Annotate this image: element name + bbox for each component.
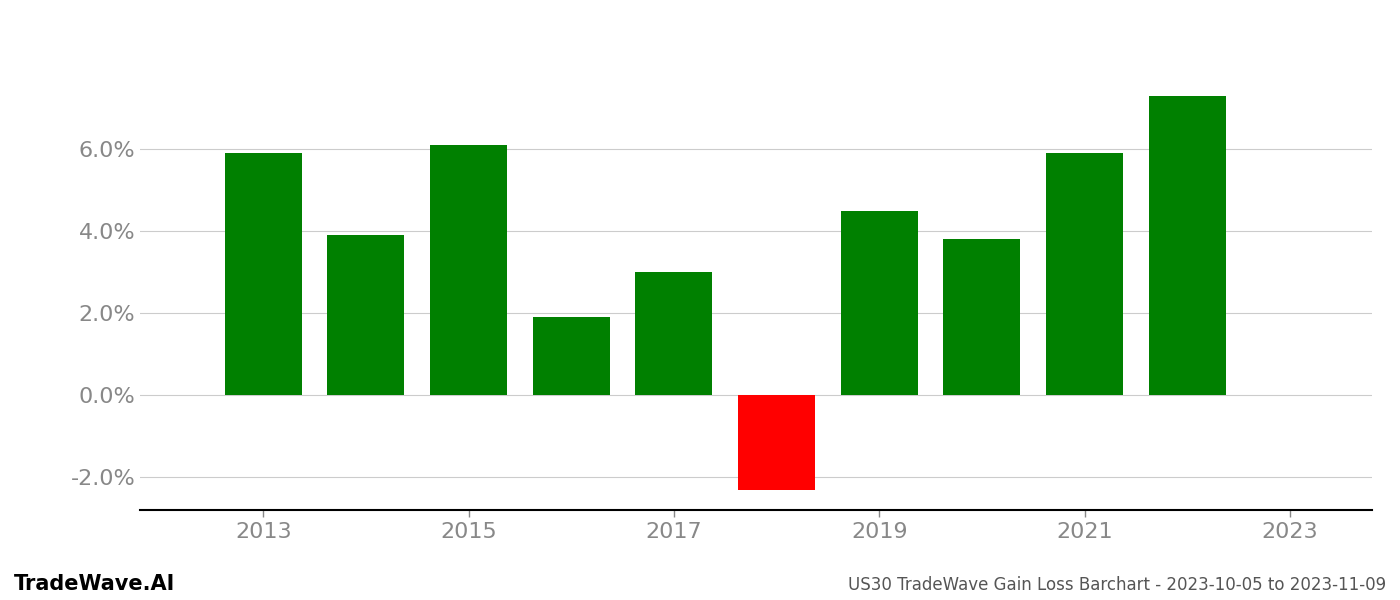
Bar [533, 317, 610, 395]
Bar [225, 153, 302, 395]
Bar [738, 395, 815, 490]
Text: TradeWave.AI: TradeWave.AI [14, 574, 175, 594]
Bar [430, 145, 507, 395]
Bar [1046, 153, 1123, 395]
Text: US30 TradeWave Gain Loss Barchart - 2023-10-05 to 2023-11-09: US30 TradeWave Gain Loss Barchart - 2023… [848, 576, 1386, 594]
Bar [944, 239, 1021, 395]
Bar [1149, 96, 1226, 395]
Bar [636, 272, 713, 395]
Bar [328, 235, 405, 395]
Bar [841, 211, 918, 395]
